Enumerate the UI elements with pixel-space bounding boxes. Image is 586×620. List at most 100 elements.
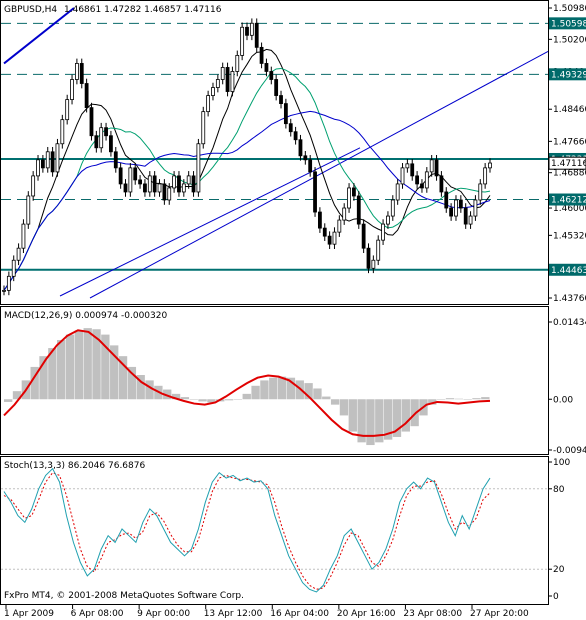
price-bars: [2, 18, 492, 296]
price-bar-body: [79, 63, 84, 84]
price-bar-body: [245, 26, 249, 36]
macd-tick-label: 0.00: [553, 395, 573, 405]
price-bar-body: [439, 175, 444, 193]
price-bar-body: [381, 223, 385, 241]
price-bar-body: [113, 151, 118, 169]
price-bar-body: [220, 67, 225, 80]
price-bar-body: [45, 151, 50, 169]
stoch-main-line: [3, 467, 491, 593]
price-bar-body: [201, 111, 206, 145]
price-bar-body: [488, 162, 492, 169]
price-bar-body: [60, 119, 65, 145]
macd-histogram-bar: [357, 399, 366, 443]
price-bar-body: [225, 67, 230, 92]
macd-histogram-bar: [401, 399, 410, 432]
time-tick-label: 23 Apr 08:00: [403, 609, 462, 619]
price-bar-body: [109, 135, 113, 153]
price-bar-body: [371, 259, 376, 269]
macd-histogram-bar: [313, 388, 322, 400]
macd-histogram-bar: [392, 399, 402, 437]
macd-histogram-bar: [454, 398, 463, 400]
stoch-tick-label: 80: [553, 485, 565, 495]
macd-histogram-bar: [260, 380, 269, 400]
macd-histogram-bar: [48, 348, 57, 400]
macd-histogram-bar: [198, 399, 207, 402]
level-badge: [549, 68, 586, 81]
macd-histogram-bar: [410, 399, 419, 427]
macd-histogram-bar: [136, 375, 145, 400]
current-price-badge: [548, 156, 586, 170]
macd-histogram-bar: [163, 389, 172, 400]
macd-histogram-bar: [348, 399, 357, 432]
price-bar-body: [390, 199, 395, 217]
macd-histogram-bar: [445, 398, 455, 400]
stoch-tick-label: 100: [553, 458, 570, 468]
macd-histogram-bar: [366, 399, 375, 446]
price-bar-body: [196, 143, 201, 193]
price-bar-body: [254, 22, 259, 48]
macd-histogram-bar: [39, 356, 48, 400]
price-bar-body: [478, 183, 483, 201]
price-bar-body: [50, 151, 55, 173]
price-bar-body: [128, 167, 133, 193]
stoch-panel-frame: [0, 456, 549, 605]
level-badge: [549, 17, 586, 30]
macd-label: MACD(12,26,9) 0.000974 -0.000320: [4, 311, 167, 321]
macd-tick-label: 0.01434: [553, 318, 586, 328]
price-bar-body: [283, 103, 288, 125]
price-bar-body: [454, 199, 458, 217]
level-badge-label: 1.50598: [551, 19, 586, 29]
macd-histogram-bar: [92, 329, 101, 400]
macd-histogram-bar: [322, 396, 331, 400]
price-bar-body: [317, 211, 322, 229]
price-bar-body: [361, 223, 366, 249]
price-bar-body: [303, 155, 308, 161]
price-bar-body: [181, 183, 186, 193]
time-tick-label: 20 Apr 16:00: [337, 609, 396, 619]
price-bar-body: [376, 239, 381, 261]
macd-histogram-bar: [145, 380, 154, 400]
price-bar-body: [40, 159, 45, 169]
price-bar-body: [6, 275, 11, 291]
trendlines[interactable]: [3, 7, 549, 299]
moving-average-line: [3, 110, 491, 291]
stoch-tick-label: 20: [553, 565, 565, 575]
stoch-series: 100 80 20 0: [1, 458, 570, 602]
price-bar-body: [259, 46, 264, 64]
price-bar-body: [16, 247, 21, 261]
macd-histogram-bar: [481, 397, 490, 400]
price-bar-body: [138, 179, 142, 185]
macd-histogram-bar: [242, 393, 251, 400]
macd-histogram-bar: [224, 399, 234, 401]
stoch-signal-line: [3, 472, 491, 590]
price-bar-body: [157, 183, 162, 193]
macd-histogram-bar: [251, 385, 260, 400]
price-bar-body: [366, 247, 371, 269]
price-tick-label: 1.46880: [553, 169, 586, 179]
price-bar-body: [293, 131, 298, 141]
macd-histogram-bar: [436, 399, 446, 400]
price-bar-body: [424, 171, 429, 189]
price-bar-body: [313, 171, 317, 213]
price-bar-body: [347, 187, 351, 209]
price-bar-body: [21, 223, 26, 249]
price-bar-body: [444, 191, 449, 209]
price-tick-label: 1.50980: [553, 4, 586, 14]
price-bar-body: [167, 187, 172, 201]
price-bar-body: [143, 183, 147, 193]
price-bar-body: [279, 95, 283, 104]
moving-averages: [3, 48, 491, 291]
price-bar-body: [483, 167, 488, 185]
time-tick-label: 1 Apr 2009: [4, 609, 54, 619]
macd-histogram-bar: [295, 380, 304, 400]
price-bar-body: [337, 219, 342, 233]
macd-histogram-bar: [12, 391, 22, 400]
price-tick-label: 1.45320: [553, 231, 586, 241]
macd-histogram-bar: [180, 397, 190, 400]
price-bar-body: [31, 175, 36, 197]
macd-panel-frame: [0, 306, 549, 455]
price-bar-body: [118, 167, 123, 185]
price-bar-body: [463, 207, 468, 225]
